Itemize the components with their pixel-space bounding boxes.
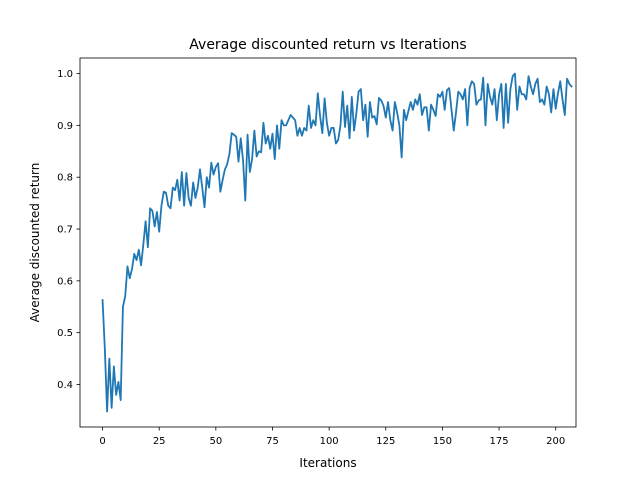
x-tick-label: 125 [376, 436, 395, 447]
x-tick-label: 0 [99, 436, 105, 447]
y-axis: 0.4 0.5 0.6 0.7 0.8 0.9 1.0 [57, 69, 80, 391]
x-tick-label: 75 [266, 436, 279, 447]
x-tick-label: 200 [546, 436, 565, 447]
x-axis-label: Iterations [299, 456, 356, 470]
series-line [101, 72, 573, 413]
plot-area [101, 72, 573, 413]
x-axis: 0 25 50 75 100 125 150 175 200 [99, 427, 565, 447]
y-tick-label: 0.8 [57, 173, 73, 184]
x-tick-label: 175 [490, 436, 509, 447]
y-tick-label: 0.9 [57, 121, 73, 132]
y-axis-label: Average discounted return [28, 163, 42, 323]
x-tick-label: 25 [153, 436, 166, 447]
y-tick-label: 0.7 [57, 225, 73, 236]
y-tick-label: 1.0 [57, 69, 73, 80]
y-tick-label: 0.5 [57, 328, 73, 339]
x-tick-label: 100 [320, 436, 339, 447]
y-tick-label: 0.6 [57, 276, 73, 287]
axes-frame [79, 57, 577, 428]
x-tick-label: 50 [209, 436, 222, 447]
y-tick-label: 0.4 [57, 380, 73, 391]
x-tick-label: 150 [433, 436, 452, 447]
chart-title: Average discounted return vs Iterations [189, 37, 466, 53]
